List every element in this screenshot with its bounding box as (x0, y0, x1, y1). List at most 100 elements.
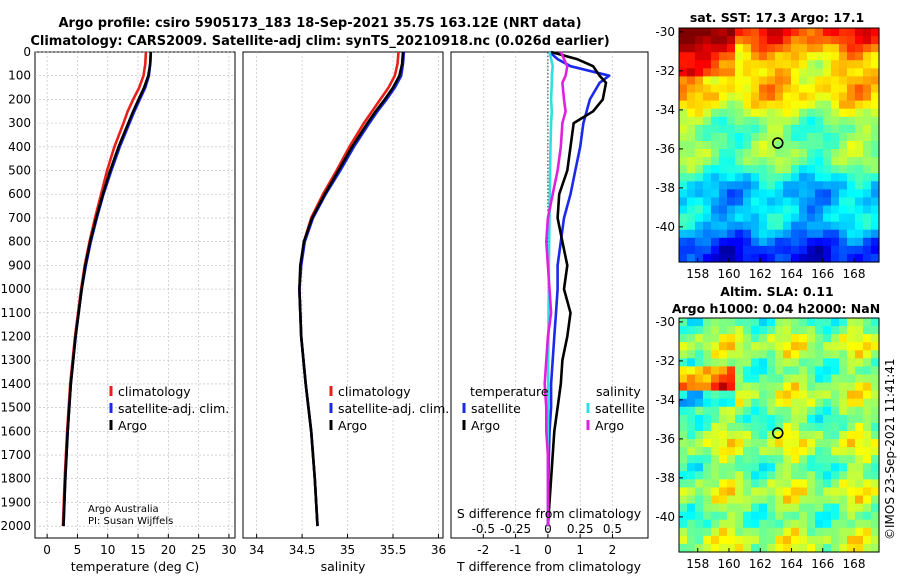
heatmap-cell (767, 439, 776, 448)
heatmap-cell (695, 326, 704, 335)
heatmap-cell (871, 463, 880, 472)
heatmap-cell (871, 108, 880, 118)
heatmap-cell (839, 334, 848, 343)
heatmap-cell (679, 149, 688, 158)
heatmap-cell (743, 237, 752, 247)
lat-tick-label: -34 (655, 103, 675, 117)
heatmap-cell (799, 68, 808, 78)
heatmap-cell (767, 535, 776, 545)
heatmap-cell (815, 463, 824, 472)
heatmap-cell (863, 173, 872, 182)
heatmap-cell (791, 76, 800, 86)
heatmap-cell (863, 535, 872, 545)
temperature-series (61, 51, 153, 527)
heatmap-cell (847, 455, 856, 464)
heatmap-cell (815, 430, 824, 440)
heatmap-cell (783, 430, 792, 440)
heatmap-cell (751, 406, 760, 416)
heatmap-cell (783, 76, 792, 86)
heatmap-cell (799, 124, 808, 134)
heatmap-cell (711, 100, 720, 110)
heatmap-cell (759, 140, 768, 150)
heatmap-cell (727, 60, 736, 69)
heatmap-cell (751, 527, 760, 537)
heatmap-cell (679, 108, 688, 118)
heatmap-cell (687, 173, 696, 182)
heatmap-cell (839, 68, 848, 78)
heatmap-cell (855, 100, 864, 110)
heatmap-cell (727, 181, 736, 190)
heatmap-cell (767, 374, 776, 384)
heatmap-cell (759, 253, 768, 263)
heatmap-cell (799, 189, 808, 199)
x-tick-label: 35 (340, 543, 355, 557)
heatmap-cell (759, 213, 768, 223)
heatmap-cell (727, 350, 736, 359)
heatmap-cell (847, 398, 856, 408)
heatmap-cell (855, 414, 864, 424)
heatmap-cell (759, 414, 768, 424)
heatmap-cell (719, 479, 728, 489)
heatmap-cell (791, 221, 800, 231)
heatmap-cell (815, 229, 824, 239)
salinity-legend: climatology satellite-adj. clim. Argo (329, 384, 449, 433)
heatmap-cell (727, 487, 736, 497)
heatmap-cell (719, 36, 728, 45)
heatmap-cell (695, 52, 704, 61)
heatmap-cell (871, 414, 880, 424)
heatmap-cell (703, 108, 712, 118)
heatmap-cell (727, 173, 736, 182)
heatmap-cell (823, 44, 832, 53)
temperature-tick-labels: 0 5 10 15 20 25 30 (43, 534, 237, 557)
heatmap-cell (839, 189, 848, 199)
heatmap-cell (871, 52, 880, 61)
heatmap-cell (735, 318, 744, 327)
heatmap-cell (711, 124, 720, 134)
heatmap-cell (679, 165, 688, 174)
heatmap-cell (847, 535, 856, 545)
heatmap-cell (679, 100, 688, 110)
heatmap-cell (799, 430, 808, 440)
heatmap-cell (791, 108, 800, 118)
heatmap-cell (871, 221, 880, 231)
heatmap-cell (863, 108, 872, 118)
heatmap-cell (775, 92, 784, 102)
difference-panel: -2 -1 0 1 2 -0.5 -0.25 0 0.25 0.5 T difference f… (450, 50, 649, 574)
heatmap-cell (783, 334, 792, 343)
heatmap-cell (847, 382, 856, 392)
heatmap-cell (767, 173, 776, 182)
heatmap-cell (783, 374, 792, 384)
heatmap-cell (799, 463, 808, 472)
heatmap-cell (783, 229, 792, 239)
heatmap-cell (679, 213, 688, 223)
heatmap-cell (791, 366, 800, 376)
heatmap-cell (807, 221, 816, 231)
heatmap-cell (847, 28, 856, 37)
heatmap-cell (711, 511, 720, 521)
depth-tick-label: 1900 (0, 495, 31, 509)
heatmap-cell (799, 108, 808, 118)
heatmap-cell (767, 181, 776, 190)
heatmap-cell (863, 28, 872, 37)
heatmap-cell (703, 535, 712, 545)
heatmap-cell (719, 519, 728, 529)
heatmap-cell (687, 503, 696, 513)
heatmap-cell (719, 527, 728, 537)
heatmap-cell (839, 173, 848, 182)
heatmap-cell (679, 487, 688, 497)
heatmap-cell (783, 487, 792, 497)
heatmap-cell (759, 326, 768, 335)
heatmap-cell (759, 503, 768, 513)
heatmap-cell (807, 108, 816, 118)
x-tick-label: -2 (477, 543, 489, 557)
heatmap-cell (831, 157, 840, 166)
heatmap-cell (839, 543, 848, 553)
heatmap-cell (751, 197, 760, 207)
heatmap-cell (839, 36, 848, 45)
heatmap-cell (727, 229, 736, 239)
heatmap-cell (735, 28, 744, 37)
heatmap-cell (799, 406, 808, 416)
heatmap-cell (839, 253, 848, 263)
heatmap-cell (711, 229, 720, 239)
heatmap-cell (679, 60, 688, 69)
